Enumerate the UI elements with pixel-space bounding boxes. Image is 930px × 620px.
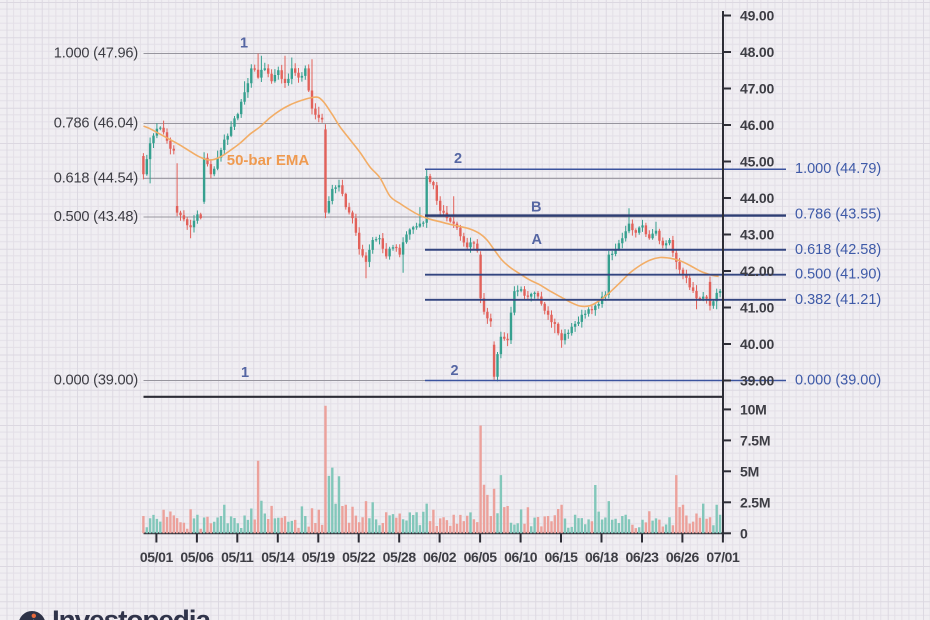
svg-text:06/10: 06/10 xyxy=(504,549,538,565)
svg-text:05/06: 05/06 xyxy=(180,549,214,565)
svg-text:40.00: 40.00 xyxy=(740,336,774,352)
svg-text:1: 1 xyxy=(241,365,249,381)
svg-text:05/14: 05/14 xyxy=(261,549,295,565)
svg-text:Investopedia: Investopedia xyxy=(52,605,211,620)
svg-text:05/01: 05/01 xyxy=(140,549,174,565)
svg-text:0: 0 xyxy=(740,525,748,541)
svg-text:50-bar EMA: 50-bar EMA xyxy=(227,152,310,169)
svg-text:42.00: 42.00 xyxy=(740,263,774,279)
svg-text:2: 2 xyxy=(454,151,462,167)
svg-text:06/15: 06/15 xyxy=(544,549,578,565)
svg-text:46.00: 46.00 xyxy=(740,117,774,133)
svg-text:0.382 (41.21): 0.382 (41.21) xyxy=(795,292,881,308)
svg-text:48.00: 48.00 xyxy=(740,44,774,60)
svg-text:47.00: 47.00 xyxy=(740,81,774,97)
svg-text:1: 1 xyxy=(240,36,248,52)
svg-text:0.618 (42.58): 0.618 (42.58) xyxy=(795,242,881,258)
svg-text:0.786 (46.04): 0.786 (46.04) xyxy=(54,116,138,132)
svg-text:0.500 (41.90): 0.500 (41.90) xyxy=(795,267,881,283)
svg-text:0.000 (39.00): 0.000 (39.00) xyxy=(54,373,138,389)
svg-text:39.00: 39.00 xyxy=(740,373,774,389)
svg-text:05/28: 05/28 xyxy=(383,549,417,565)
svg-text:41.00: 41.00 xyxy=(740,300,774,316)
svg-text:5M: 5M xyxy=(740,463,759,479)
svg-text:05/19: 05/19 xyxy=(302,549,336,565)
svg-text:05/22: 05/22 xyxy=(342,549,376,565)
svg-text:07/01: 07/01 xyxy=(706,549,740,565)
svg-text:44.00: 44.00 xyxy=(740,190,774,206)
svg-text:43.00: 43.00 xyxy=(740,227,774,243)
svg-text:45.00: 45.00 xyxy=(740,154,774,170)
svg-text:06/02: 06/02 xyxy=(423,549,457,565)
svg-text:49.00: 49.00 xyxy=(740,8,774,24)
svg-text:2: 2 xyxy=(450,363,458,379)
svg-text:A: A xyxy=(532,232,543,248)
svg-text:06/26: 06/26 xyxy=(666,549,700,565)
svg-text:10M: 10M xyxy=(740,401,767,417)
svg-text:0.000 (39.00): 0.000 (39.00) xyxy=(795,373,881,389)
svg-text:B: B xyxy=(531,200,541,216)
svg-text:1.000 (44.79): 1.000 (44.79) xyxy=(795,161,881,177)
svg-text:1.000 (47.96): 1.000 (47.96) xyxy=(54,46,138,62)
svg-text:0.618 (44.54): 0.618 (44.54) xyxy=(54,170,138,186)
svg-text:05/11: 05/11 xyxy=(221,549,254,565)
svg-text:2.5M: 2.5M xyxy=(740,494,770,510)
svg-text:06/23: 06/23 xyxy=(625,549,659,565)
svg-text:06/05: 06/05 xyxy=(464,549,498,565)
svg-text:0.786 (43.55): 0.786 (43.55) xyxy=(795,206,881,222)
svg-text:06/18: 06/18 xyxy=(585,549,619,565)
svg-text:0.500 (43.48): 0.500 (43.48) xyxy=(54,209,138,225)
svg-text:7.5M: 7.5M xyxy=(740,432,770,448)
